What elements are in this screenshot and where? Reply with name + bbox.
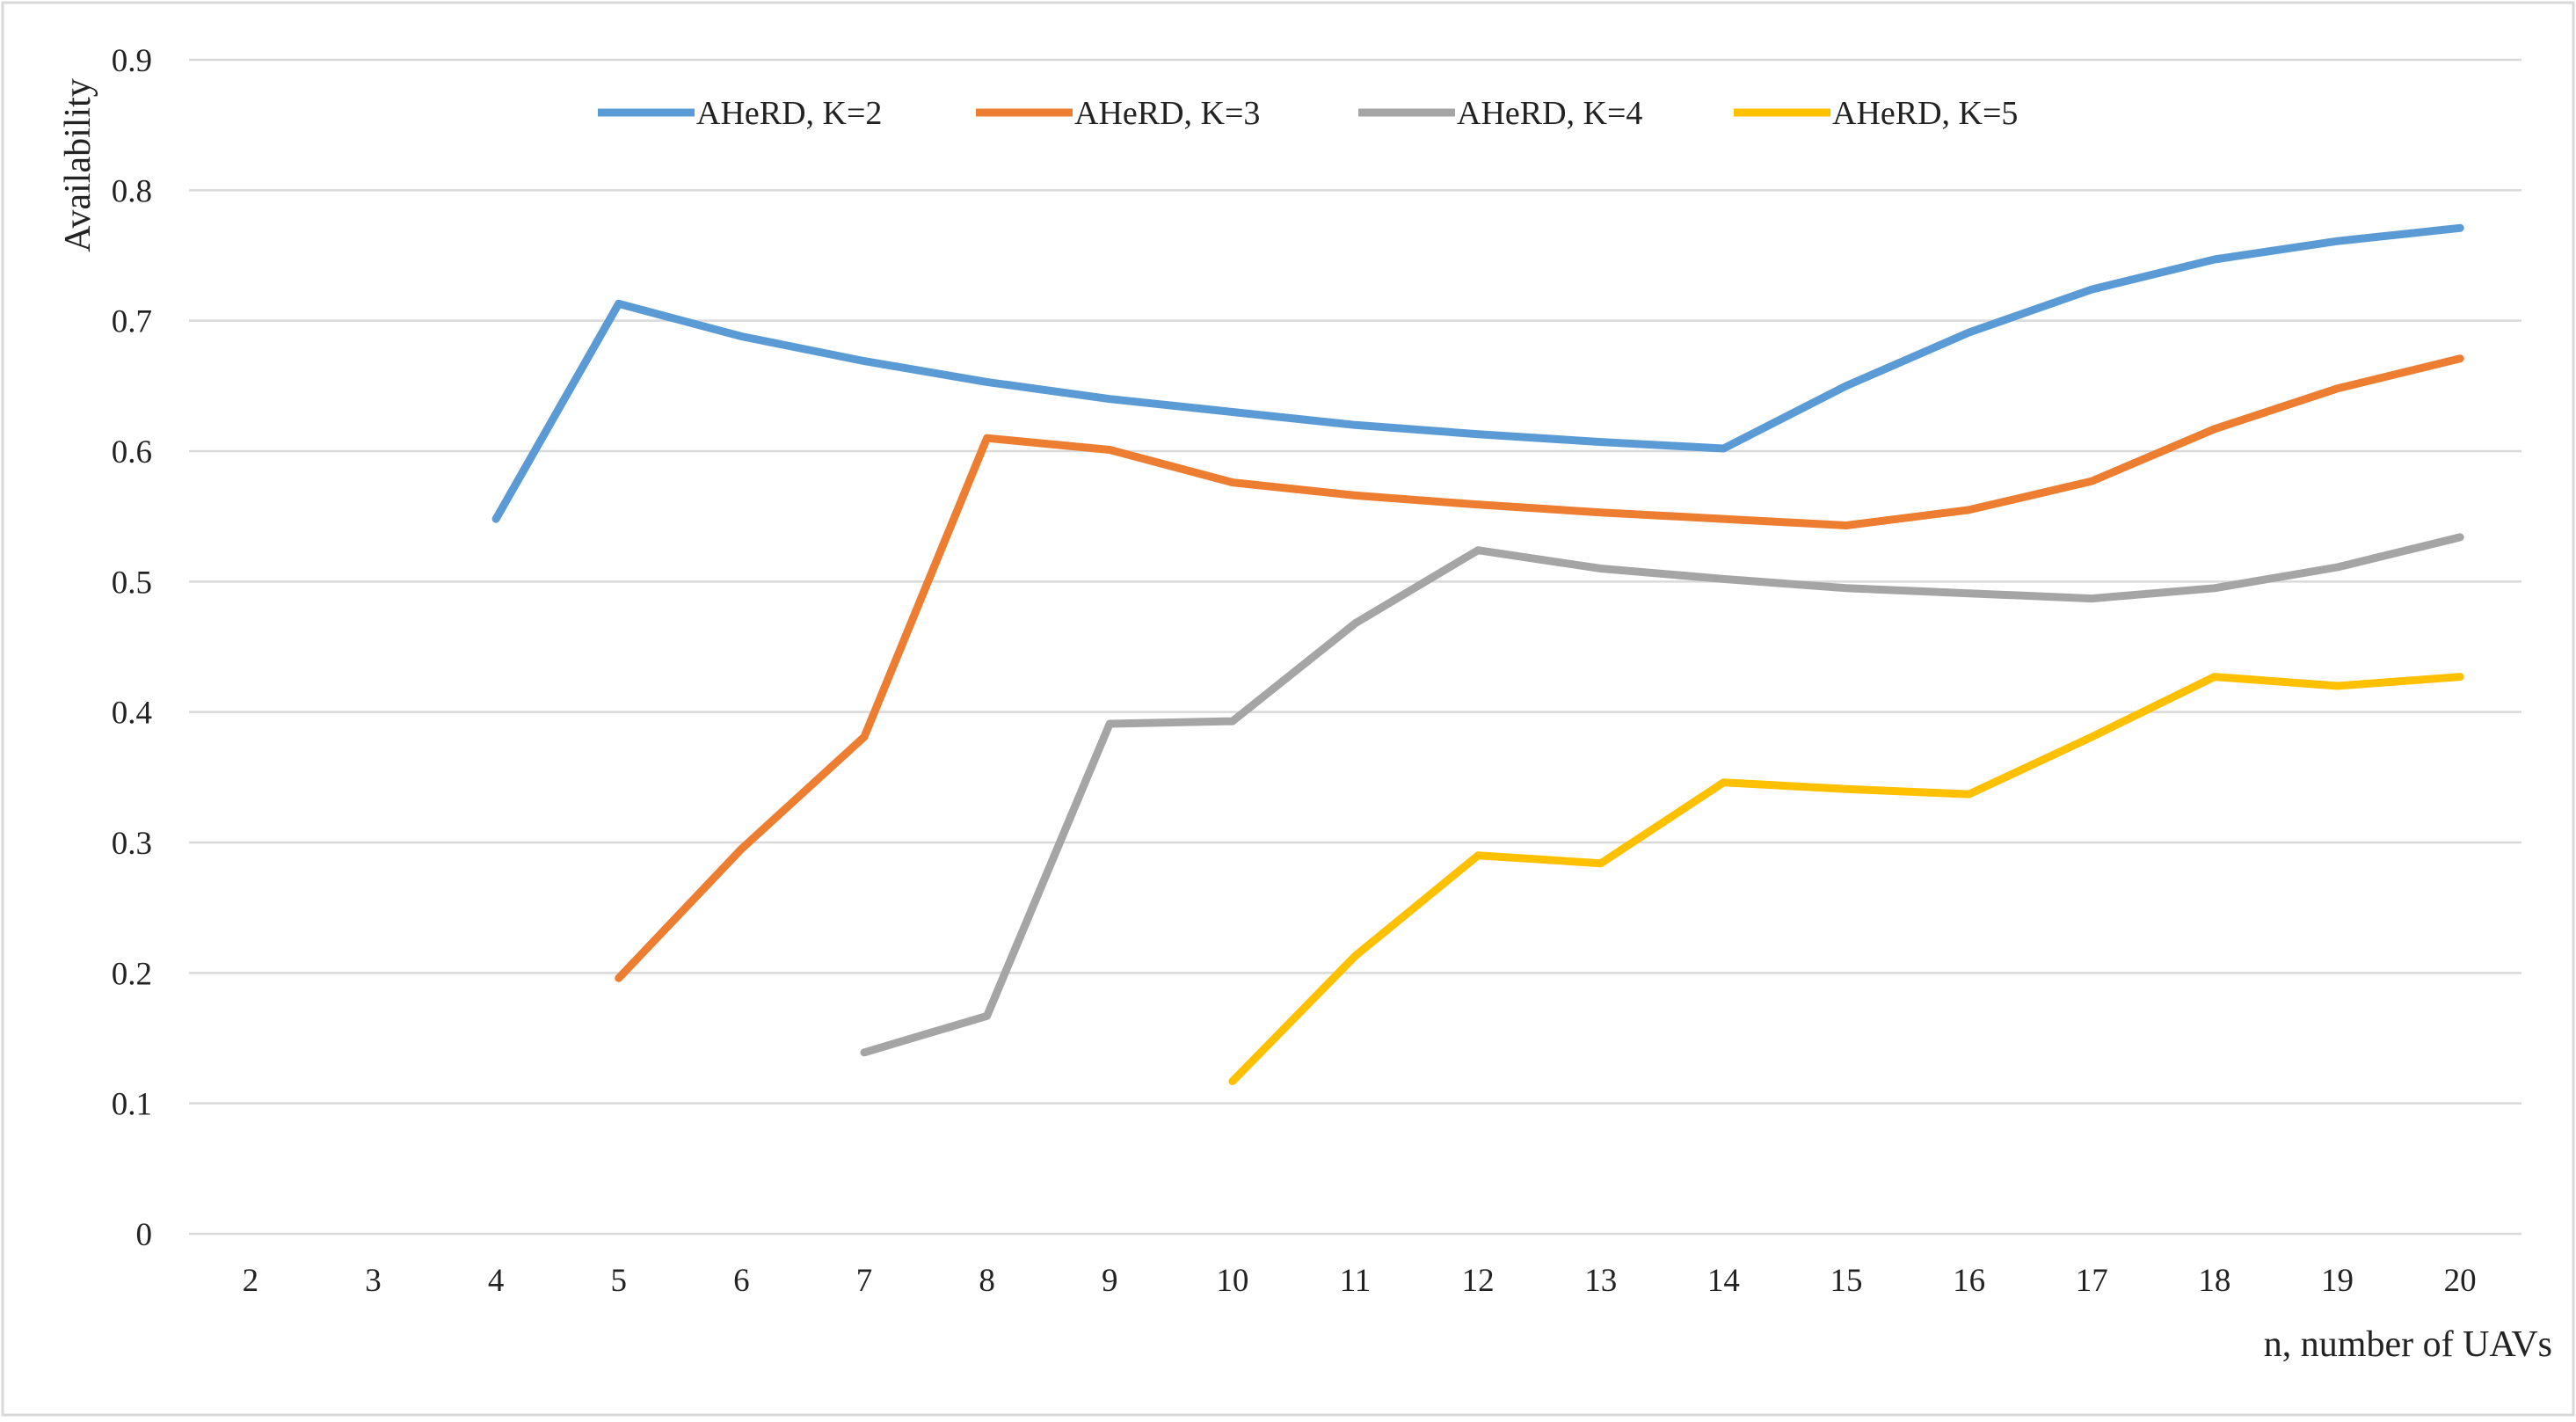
- y-axis-title: Availability: [58, 78, 98, 252]
- legend-label-k2: AHeRD, K=2: [696, 95, 882, 132]
- y-tick-label: 0.5: [112, 565, 152, 601]
- x-tick-label: 9: [1102, 1263, 1118, 1299]
- x-tick-label: 7: [856, 1263, 873, 1299]
- series-line-k2: [491, 223, 2464, 523]
- legend-label-k5: AHeRD, K=5: [1832, 95, 2018, 132]
- y-tick-label: 0.6: [112, 434, 152, 470]
- x-axis-ticks: 2 3 4 5 6 7 8 9 10 11 12 13 14 15 16 17 18 19 20: [243, 1263, 2477, 1299]
- x-tick-label: 18: [2198, 1263, 2230, 1299]
- y-tick-label: 0.1: [112, 1087, 152, 1123]
- x-tick-label: 8: [979, 1263, 995, 1299]
- series-line-k4: [860, 533, 2464, 1057]
- x-tick-label: 16: [1953, 1263, 1985, 1299]
- x-tick-label: 6: [733, 1263, 750, 1299]
- x-tick-label: 19: [2321, 1263, 2354, 1299]
- legend: AHeRD, K=2 AHeRD, K=3 AHeRD, K=4 AHeRD, K=5: [598, 95, 2018, 132]
- series-line-k5: [1228, 673, 2464, 1085]
- x-tick-label: 5: [610, 1263, 627, 1299]
- y-tick-label: 0.9: [112, 43, 152, 79]
- y-tick-label: 0.4: [112, 696, 152, 732]
- x-axis-title: n, number of UAVs: [2264, 1324, 2552, 1365]
- series-lines: [491, 223, 2464, 1085]
- x-tick-label: 17: [2076, 1263, 2108, 1299]
- x-tick-label: 10: [1216, 1263, 1248, 1299]
- y-tick-label: 0.8: [112, 173, 152, 209]
- y-tick-label: 0: [136, 1217, 153, 1253]
- x-tick-label: 13: [1584, 1263, 1617, 1299]
- y-tick-label: 0.3: [112, 826, 152, 862]
- x-tick-label: 2: [243, 1263, 259, 1299]
- x-tick-label: 4: [488, 1263, 505, 1299]
- x-tick-label: 20: [2444, 1263, 2477, 1299]
- legend-label-k3: AHeRD, K=3: [1074, 95, 1260, 132]
- legend-label-k4: AHeRD, K=4: [1457, 95, 1642, 132]
- y-axis-ticks: 0 0.1 0.2 0.3 0.4 0.5 0.6 0.7 0.8 0.9: [112, 43, 152, 1253]
- x-tick-label: 12: [1462, 1263, 1495, 1299]
- y-tick-label: 0.7: [112, 304, 152, 340]
- x-tick-label: 11: [1340, 1263, 1372, 1299]
- gridlines: [189, 58, 2521, 1236]
- x-tick-label: 14: [1707, 1263, 1740, 1299]
- y-tick-label: 0.2: [112, 956, 152, 992]
- series-line-k3: [615, 354, 2464, 982]
- x-tick-label: 15: [1830, 1263, 1863, 1299]
- x-tick-label: 3: [365, 1263, 382, 1299]
